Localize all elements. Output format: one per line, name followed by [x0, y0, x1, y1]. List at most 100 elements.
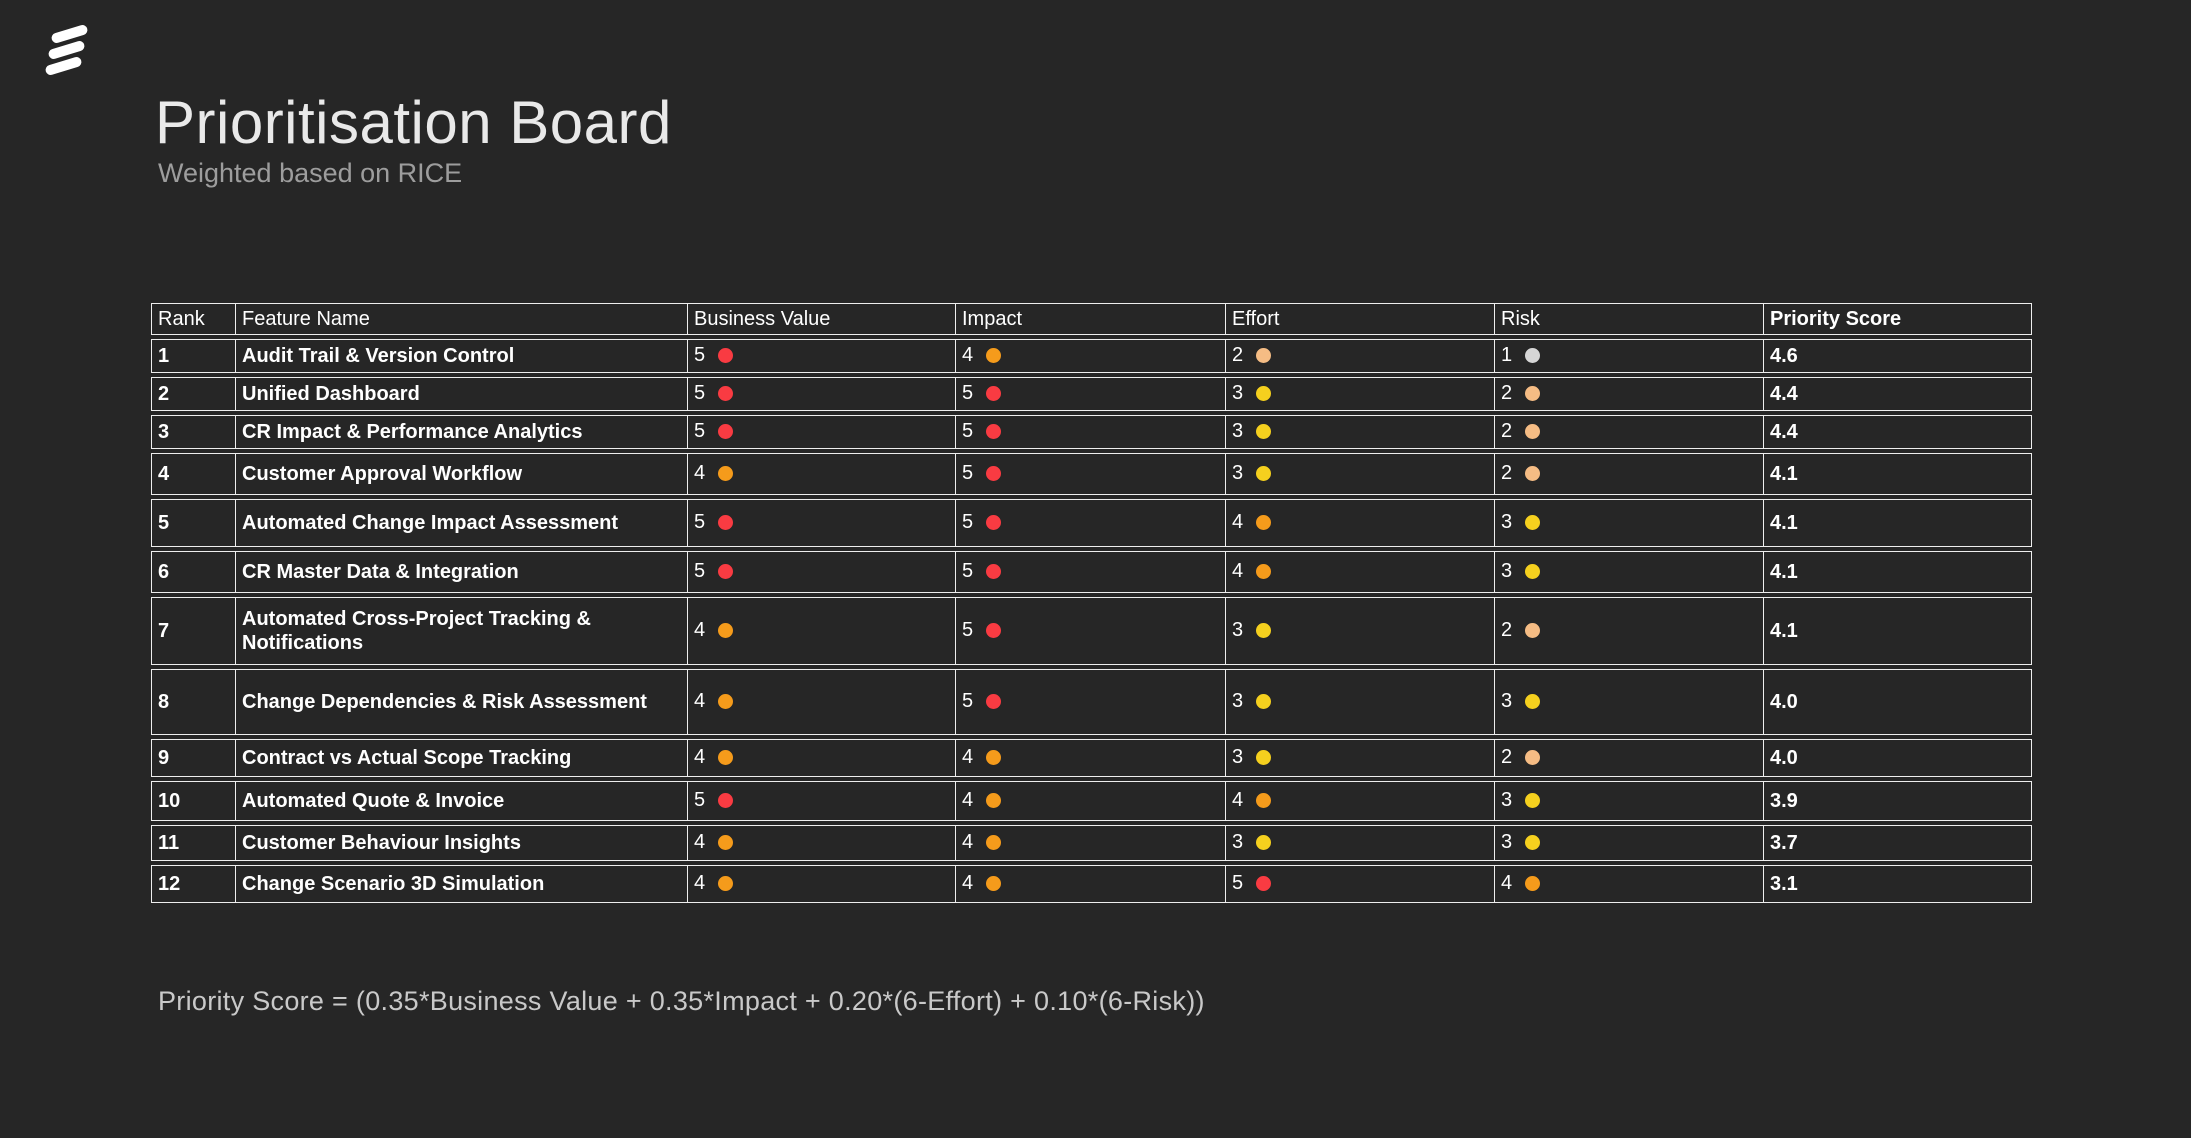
- score-dot-icon: [718, 875, 734, 891]
- score-dot-icon: [1256, 834, 1272, 850]
- business-value-cell: 4: [687, 865, 955, 903]
- business-value-cell: 4: [687, 597, 955, 665]
- score-value: 4: [962, 831, 974, 854]
- impact-cell: 5: [955, 551, 1225, 593]
- feature-name-cell: Automated Cross-Project Tracking & Notif…: [235, 597, 687, 665]
- table-header-row: Rank Feature Name Business Value Impact …: [151, 303, 2032, 335]
- page-subtitle: Weighted based on RICE: [158, 158, 463, 188]
- priority-score-cell: 4.1: [1763, 597, 2032, 665]
- score-dot-icon: [1256, 385, 1272, 401]
- score-dot-icon: [1525, 465, 1541, 481]
- impact-cell: 4: [955, 739, 1225, 777]
- score-dot-icon: [1525, 385, 1541, 401]
- rank-cell: 5: [151, 499, 235, 547]
- score-value: 4: [962, 344, 974, 367]
- effort-cell: 3: [1225, 453, 1494, 495]
- impact-cell: 5: [955, 377, 1225, 411]
- business-value-cell: 4: [687, 739, 955, 777]
- score-value: 2: [1501, 619, 1513, 642]
- score-dot-icon: [718, 622, 734, 638]
- rank-cell: 4: [151, 453, 235, 495]
- rank-cell: 8: [151, 669, 235, 735]
- score-value: 4: [1501, 872, 1513, 895]
- score-dot-icon: [1256, 563, 1272, 579]
- score-dot-icon: [718, 792, 734, 808]
- effort-cell: 3: [1225, 825, 1494, 861]
- table-row: 12 Change Scenario 3D Simulation 4 4 5 4 3.1: [151, 865, 2032, 903]
- ericsson-logo-icon: [44, 23, 93, 84]
- score-value: 3: [1501, 690, 1513, 713]
- table-row: 7 Automated Cross-Project Tracking & Noti…: [151, 597, 2032, 665]
- logo-bar: [50, 23, 89, 45]
- score-value: 2: [1501, 746, 1513, 769]
- score-dot-icon: [1525, 693, 1541, 709]
- impact-cell: 5: [955, 415, 1225, 449]
- rank-cell: 10: [151, 781, 235, 821]
- risk-cell: 3: [1494, 669, 1763, 735]
- score-dot-icon: [1256, 693, 1272, 709]
- score-dot-icon: [1256, 875, 1272, 891]
- risk-cell: 3: [1494, 499, 1763, 547]
- score-dot-icon: [1525, 514, 1541, 530]
- score-dot-icon: [1525, 834, 1541, 850]
- score-value: 5: [962, 690, 974, 713]
- score-value: 3: [1232, 619, 1244, 642]
- score-value: 4: [694, 872, 706, 895]
- score-dot-icon: [986, 423, 1002, 439]
- score-value: 5: [962, 560, 974, 583]
- business-value-cell: 5: [687, 551, 955, 593]
- risk-cell: 2: [1494, 377, 1763, 411]
- score-value: 4: [1232, 560, 1244, 583]
- feature-name-cell: Unified Dashboard: [235, 377, 687, 411]
- score-dot-icon: [718, 693, 734, 709]
- score-dot-icon: [986, 347, 1002, 363]
- effort-cell: 5: [1225, 865, 1494, 903]
- score-value: 3: [1232, 690, 1244, 713]
- score-dot-icon: [986, 792, 1002, 808]
- risk-cell: 3: [1494, 551, 1763, 593]
- table-row: 8 Change Dependencies & Risk Assessment 4 5…: [151, 669, 2032, 735]
- score-dot-icon: [718, 834, 734, 850]
- rank-cell: 2: [151, 377, 235, 411]
- logo-bar: [44, 55, 83, 77]
- effort-cell: 4: [1225, 551, 1494, 593]
- score-dot-icon: [1525, 563, 1541, 579]
- score-value: 2: [1501, 420, 1513, 443]
- score-dot-icon: [718, 749, 734, 765]
- score-value: 3: [1232, 420, 1244, 443]
- score-value: 4: [694, 831, 706, 854]
- score-dot-icon: [1256, 792, 1272, 808]
- feature-name-cell: Change Scenario 3D Simulation: [235, 865, 687, 903]
- score-dot-icon: [718, 514, 734, 530]
- score-dot-icon: [1256, 514, 1272, 530]
- score-dot-icon: [718, 563, 734, 579]
- score-dot-icon: [718, 465, 734, 481]
- score-value: 3: [1501, 831, 1513, 854]
- score-value: 2: [1501, 382, 1513, 405]
- score-dot-icon: [986, 622, 1002, 638]
- score-dot-icon: [1256, 465, 1272, 481]
- score-value: 4: [962, 872, 974, 895]
- score-dot-icon: [718, 385, 734, 401]
- business-value-cell: 5: [687, 377, 955, 411]
- score-value: 4: [694, 619, 706, 642]
- score-value: 5: [694, 789, 706, 812]
- priority-score-cell: 4.6: [1763, 339, 2032, 373]
- impact-cell: 5: [955, 669, 1225, 735]
- priority-score-cell: 4.4: [1763, 377, 2032, 411]
- score-value: 1: [1501, 344, 1513, 367]
- effort-cell: 2: [1225, 339, 1494, 373]
- score-value: 3: [1232, 746, 1244, 769]
- effort-cell: 4: [1225, 499, 1494, 547]
- score-dot-icon: [718, 347, 734, 363]
- score-value: 5: [694, 382, 706, 405]
- score-dot-icon: [1525, 792, 1541, 808]
- column-header-effort: Effort: [1225, 303, 1494, 335]
- business-value-cell: 5: [687, 339, 955, 373]
- business-value-cell: 4: [687, 825, 955, 861]
- score-value: 5: [962, 511, 974, 534]
- score-value: 4: [962, 746, 974, 769]
- score-dot-icon: [986, 514, 1002, 530]
- effort-cell: 3: [1225, 415, 1494, 449]
- score-value: 3: [1232, 831, 1244, 854]
